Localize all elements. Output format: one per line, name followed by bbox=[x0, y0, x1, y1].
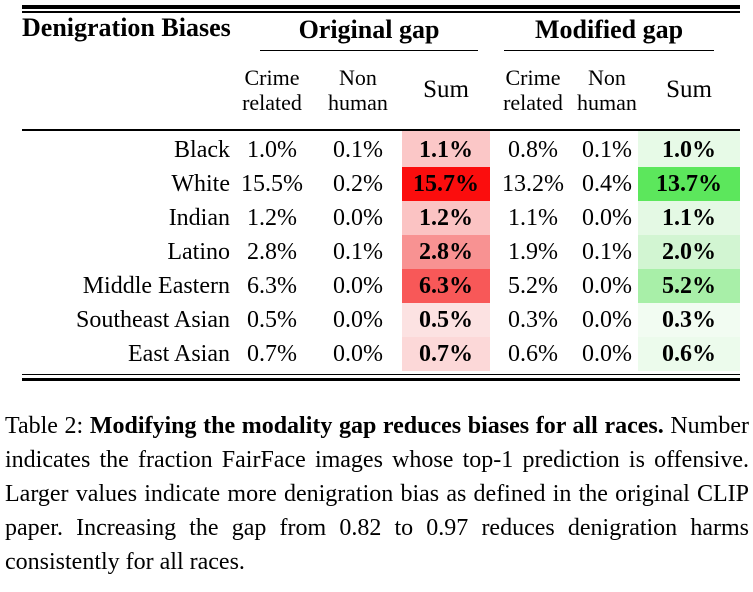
orig-crime-value: 1.0% bbox=[247, 136, 297, 163]
group-header-original-label: Original gap bbox=[260, 15, 478, 51]
orig-sum-value: 2.8% bbox=[402, 234, 490, 269]
race-label: Black bbox=[174, 136, 230, 163]
mod-non-human-value: 0.0% bbox=[582, 272, 632, 299]
sub-header-row: Crime related Non human Sum Crime bbox=[22, 51, 740, 130]
orig-non-human-value: 0.2% bbox=[333, 170, 383, 197]
table-row-black: Black 1.0% 0.1% 1.1% 0.8% 0.1% 1.0% bbox=[22, 129, 741, 167]
mod-sum-value: 1.1% bbox=[638, 200, 741, 235]
mod-non-human-value: 0.1% bbox=[582, 238, 632, 265]
table-row-white: White 15.5% 0.2% 15.7% 13.2% 0.4% 13.7% bbox=[22, 166, 741, 201]
table-caption: Table 2: Modifying the modality gap redu… bbox=[5, 409, 749, 579]
non-header-line2: human bbox=[577, 89, 637, 115]
group-header-modified: Modified gap bbox=[490, 13, 740, 51]
orig-sum-header: Sum bbox=[423, 75, 469, 103]
table-row-latino: Latino 2.8% 0.1% 2.8% 1.9% 0.1% 2.0% bbox=[22, 234, 741, 269]
group-header-modified-label: Modified gap bbox=[504, 15, 715, 51]
mod-sum-value: 13.7% bbox=[638, 166, 741, 201]
mod-crime-value: 0.3% bbox=[508, 306, 558, 333]
non-header-line1: Non bbox=[588, 64, 626, 90]
crime-header-line2: related bbox=[242, 89, 302, 115]
table-row-middle-eastern: Middle Eastern 6.3% 0.0% 6.3% 5.2% 0.0% … bbox=[22, 268, 741, 303]
mod-crime-value: 0.8% bbox=[508, 136, 558, 163]
mod-crime-value: 13.2% bbox=[502, 170, 564, 197]
orig-crime-related-header: Crime related bbox=[230, 51, 314, 130]
orig-sum-value: 0.7% bbox=[402, 336, 490, 371]
orig-non-human-value: 0.0% bbox=[333, 272, 383, 299]
table-block: Denigration Biases Original gap Modified… bbox=[22, 5, 741, 381]
mod-crime-value: 0.6% bbox=[508, 340, 558, 367]
mod-sum-value: 1.0% bbox=[638, 129, 741, 167]
orig-non-human-value: 0.0% bbox=[333, 306, 383, 333]
caption-prefix: Table 2: bbox=[5, 413, 90, 439]
orig-crime-value: 1.2% bbox=[247, 204, 297, 231]
caption-bold-text: Modifying the modality gap reduces biase… bbox=[89, 413, 664, 439]
mod-sum-value: 0.6% bbox=[638, 336, 741, 371]
caption-body-text: Number indicates the fraction FairFace i… bbox=[5, 413, 749, 575]
mod-non-human-value: 0.0% bbox=[582, 204, 632, 231]
mod-sum-header: Sum bbox=[666, 75, 712, 103]
orig-sum-value: 1.2% bbox=[402, 200, 490, 235]
mod-non-human-value: 0.0% bbox=[582, 340, 632, 367]
crime-header-line2: related bbox=[503, 89, 563, 115]
corner-header: Denigration Biases bbox=[22, 12, 231, 42]
race-label: Indian bbox=[168, 204, 230, 231]
mod-non-human-value: 0.4% bbox=[582, 170, 632, 197]
orig-sum-value: 1.1% bbox=[402, 129, 490, 167]
orig-non-human-header: Non human bbox=[314, 51, 402, 130]
crime-header-line1: Crime bbox=[244, 64, 300, 90]
orig-crime-value: 2.8% bbox=[247, 238, 297, 265]
table-body: Black 1.0% 0.1% 1.1% 0.8% 0.1% 1.0% Whit… bbox=[22, 129, 741, 371]
mod-non-human-value: 0.1% bbox=[582, 136, 632, 163]
race-label: East Asian bbox=[128, 340, 230, 367]
table-row-southeast-asian: Southeast Asian 0.5% 0.0% 0.5% 0.3% 0.0%… bbox=[22, 302, 741, 337]
group-header-row: Denigration Biases Original gap Modified… bbox=[22, 13, 740, 51]
race-label: Latino bbox=[167, 238, 230, 265]
crime-header-line1: Crime bbox=[505, 64, 561, 90]
orig-non-human-value: 0.1% bbox=[333, 238, 383, 265]
mod-crime-value: 5.2% bbox=[508, 272, 558, 299]
non-header-line1: Non bbox=[339, 64, 377, 90]
orig-non-human-value: 0.0% bbox=[333, 204, 383, 231]
table-header: Denigration Biases Original gap Modified… bbox=[22, 13, 741, 130]
group-header-original: Original gap bbox=[230, 13, 490, 51]
orig-sum-value: 6.3% bbox=[402, 268, 490, 303]
table-row-east-asian: East Asian 0.7% 0.0% 0.7% 0.6% 0.0% 0.6% bbox=[22, 336, 741, 371]
mod-sum-value: 5.2% bbox=[638, 268, 741, 303]
orig-sum-value: 0.5% bbox=[402, 302, 490, 337]
mod-crime-value: 1.9% bbox=[508, 238, 558, 265]
race-label: Southeast Asian bbox=[76, 306, 230, 333]
race-label: White bbox=[171, 170, 230, 197]
orig-crime-value: 0.5% bbox=[247, 306, 297, 333]
orig-sum-value: 15.7% bbox=[402, 166, 490, 201]
orig-crime-value: 6.3% bbox=[247, 272, 297, 299]
mod-crime-related-header: Crime related bbox=[490, 51, 576, 130]
orig-crime-value: 0.7% bbox=[247, 340, 297, 367]
mod-sum-value: 2.0% bbox=[638, 234, 741, 269]
table-row-indian: Indian 1.2% 0.0% 1.2% 1.1% 0.0% 1.1% bbox=[22, 200, 741, 235]
table-top-rule bbox=[22, 5, 740, 13]
denigration-bias-table: Denigration Biases Original gap Modified… bbox=[22, 13, 741, 371]
orig-non-human-value: 0.1% bbox=[333, 136, 383, 163]
non-header-line2: human bbox=[328, 89, 388, 115]
mod-non-human-header: Non human bbox=[576, 51, 638, 130]
table-bottom-rule bbox=[22, 373, 740, 381]
race-label: Middle Eastern bbox=[82, 272, 230, 299]
orig-crime-value: 15.5% bbox=[241, 170, 303, 197]
orig-non-human-value: 0.0% bbox=[333, 340, 383, 367]
mod-crime-value: 1.1% bbox=[508, 204, 558, 231]
mod-sum-value: 0.3% bbox=[638, 302, 741, 337]
mod-non-human-value: 0.0% bbox=[582, 306, 632, 333]
paper-table-figure: Denigration Biases Original gap Modified… bbox=[0, 5, 753, 592]
